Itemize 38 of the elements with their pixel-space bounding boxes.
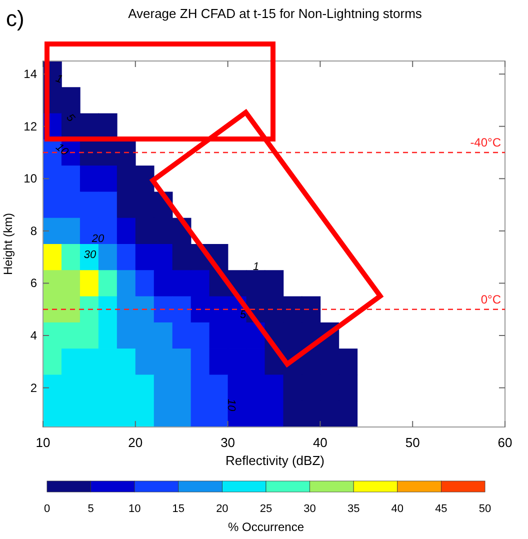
x-axis-title: Reflectivity (dBZ) bbox=[226, 453, 324, 468]
x-tick-label: 30 bbox=[220, 435, 236, 450]
y-tick-label: 10 bbox=[24, 172, 38, 186]
x-tick-label: 40 bbox=[312, 435, 328, 450]
x-tick-label: 20 bbox=[128, 435, 143, 450]
annotation: 30 bbox=[84, 249, 97, 261]
y-tick-label: 12 bbox=[24, 119, 38, 134]
y-tick-label: 14 bbox=[24, 67, 38, 82]
color-bar-label: 5 bbox=[88, 503, 94, 515]
y-tick-label: 6 bbox=[30, 276, 38, 290]
annotation: 1 bbox=[252, 261, 260, 273]
y-tick-label: 4 bbox=[30, 328, 38, 342]
color-bar-title: % Occurrence bbox=[228, 520, 304, 534]
annotation: 5 bbox=[240, 309, 247, 321]
y-tick-label: 2 bbox=[30, 380, 38, 395]
color-bar-label: 45 bbox=[435, 503, 448, 515]
annotation: 5 bbox=[64, 112, 78, 125]
color-bar-label: 10 bbox=[128, 503, 141, 515]
x-tick-label: 60 bbox=[498, 435, 512, 450]
x-tick-label: 50 bbox=[405, 435, 420, 450]
color-bar-label: 50 bbox=[478, 503, 492, 515]
y-tick-label: 8 bbox=[30, 224, 38, 238]
color-bar-label: 0 bbox=[44, 503, 50, 515]
annotation: 20 bbox=[90, 233, 105, 245]
y-axis-title: Height (km) bbox=[1, 212, 15, 276]
ref-line-label: 0°C bbox=[480, 292, 502, 306]
color-bar-label: 40 bbox=[391, 503, 404, 515]
color-bar-label: 25 bbox=[260, 503, 272, 515]
color-bar-label: 15 bbox=[172, 503, 185, 515]
color-bar-label: 20 bbox=[216, 503, 228, 515]
chart-title: Average ZH CFAD at t-15 for Non-Lightning storms bbox=[128, 6, 422, 21]
ref-line-label: -40°C bbox=[470, 136, 502, 150]
annotation: 10 bbox=[225, 398, 237, 412]
color-bar-label: 35 bbox=[347, 503, 360, 515]
annotation: 10 bbox=[53, 141, 72, 159]
annotation: 1 bbox=[54, 72, 64, 86]
color-bar-label: 30 bbox=[304, 503, 316, 515]
text: c) bbox=[6, 6, 24, 31]
